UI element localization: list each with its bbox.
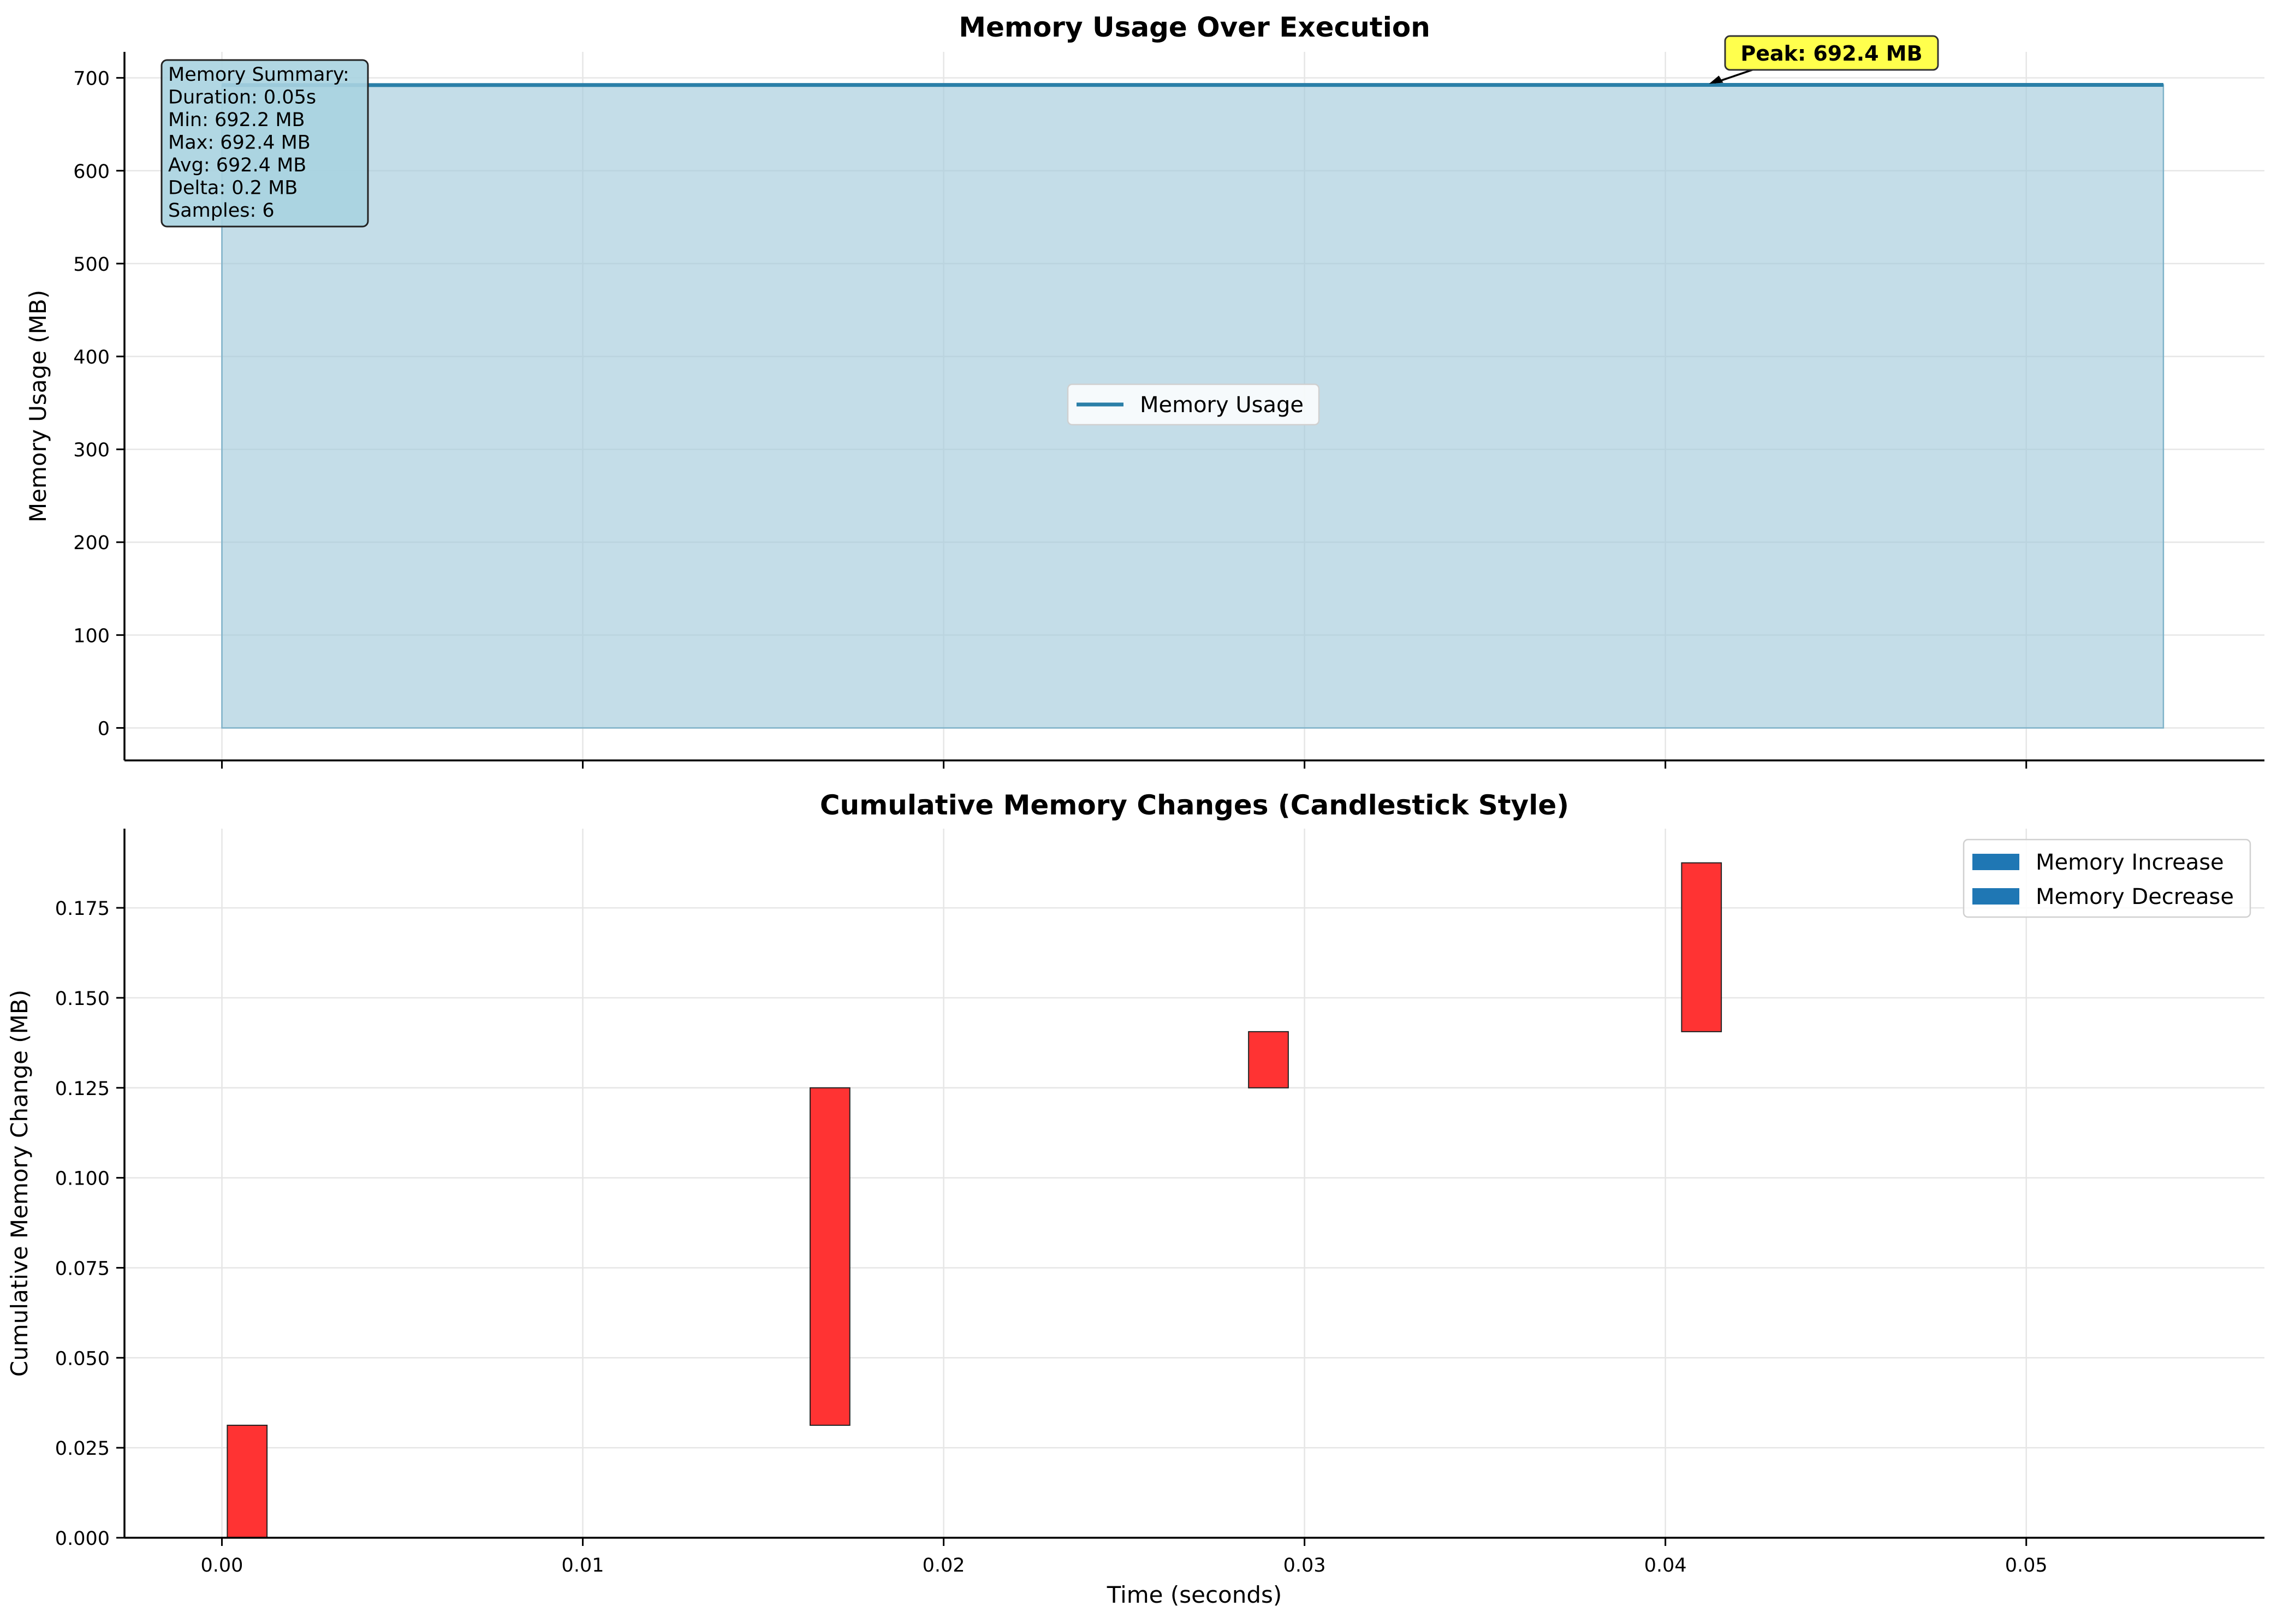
x-tick-label: 0.04 (1644, 1555, 1687, 1577)
x-axis-label: Time (seconds) (1107, 1581, 1282, 1608)
chart-title: Memory Usage Over Execution (959, 11, 1430, 43)
x-tick-label: 0.00 (201, 1555, 243, 1577)
summary-line: Avg: 692.4 MB (168, 154, 306, 176)
y-tick-label: 100 (73, 625, 110, 647)
y-tick-label: 0.125 (55, 1078, 110, 1100)
candle-bar (227, 1425, 267, 1538)
y-tick-label: 700 (73, 68, 110, 90)
summary-line: Max: 692.4 MB (168, 132, 311, 154)
y-tick-label: 0.000 (55, 1528, 110, 1550)
summary-line: Min: 692.2 MB (168, 109, 305, 131)
y-tick-label: 0.025 (55, 1438, 110, 1460)
peak-arrow-head (1709, 76, 1723, 84)
candle-bar (810, 1088, 850, 1425)
y-tick-label: 200 (73, 532, 110, 554)
candle-bar (1249, 1032, 1288, 1088)
y-tick-label: 0.175 (55, 898, 110, 920)
x-tick-label: 0.01 (562, 1555, 604, 1577)
y-axis-label: Cumulative Memory Change (MB) (6, 990, 33, 1377)
summary-line: Delta: 0.2 MB (168, 177, 298, 199)
y-tick-label: 0 (98, 718, 110, 740)
y-tick-label: 0.075 (55, 1258, 110, 1280)
memory-usage-chart: 0 100 200 300 400 500 600 700 Memory Usage Over … (25, 11, 2264, 769)
x-tick-label: 0.02 (923, 1555, 965, 1577)
y-tick-label: 500 (73, 254, 110, 276)
legend-swatch (1972, 888, 2019, 905)
summary-line: Samples: 6 (168, 200, 275, 222)
y-tick-label: 0.100 (55, 1168, 110, 1190)
legend-swatch (1972, 854, 2019, 870)
cumulative-changes-chart: 0.000 0.025 0.050 0.075 0.100 0.125 0.150 0.175… (6, 789, 2264, 1608)
x-tick-label: 0.05 (2005, 1555, 2048, 1577)
y-tick-label: 300 (73, 439, 110, 461)
y-tick-label: 0.050 (55, 1348, 110, 1370)
y-tick-label: 0.150 (55, 988, 110, 1010)
summary-line: Duration: 0.05s (168, 87, 316, 109)
y-tick-label: 600 (73, 161, 110, 183)
legend-label: Memory Decrease (2036, 884, 2234, 909)
chart-title: Cumulative Memory Changes (Candlestick S… (820, 789, 1569, 821)
x-tick-label: 0.03 (1283, 1555, 1326, 1577)
legend-label: Memory Increase (2036, 850, 2224, 875)
summary-line: Memory Summary: (168, 64, 349, 86)
legend-label-memory-usage: Memory Usage (1140, 392, 1304, 418)
y-axis-label: Memory Usage (MB) (25, 290, 51, 522)
y-tick-label: 400 (73, 347, 110, 368)
peak-annotation-label: Peak: 692.4 MB (1740, 41, 1922, 66)
candle-bar (1681, 863, 1721, 1032)
